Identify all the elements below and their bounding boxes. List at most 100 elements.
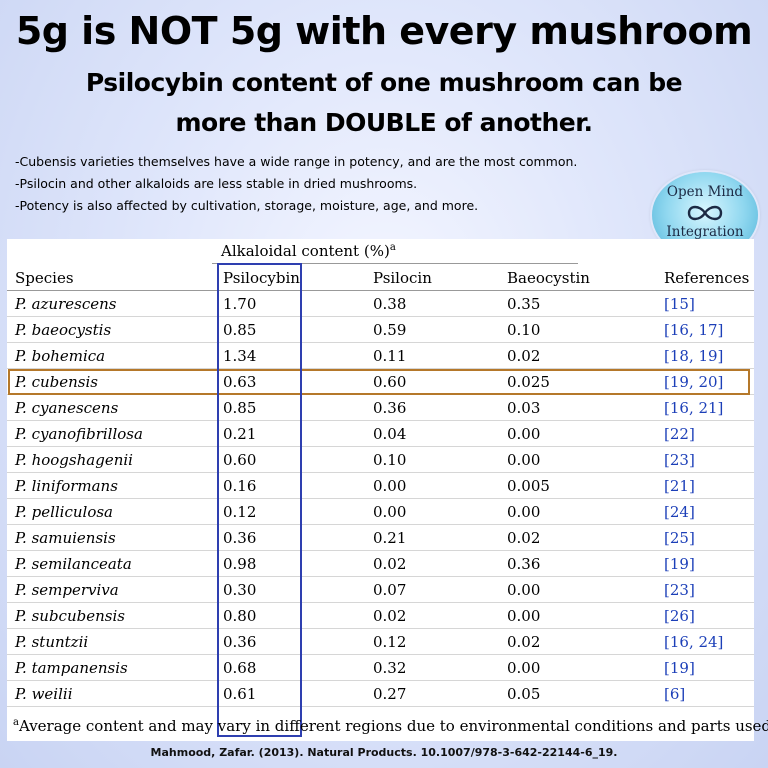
cell-psilocin: 0.02 [373, 555, 407, 573]
cell-psilocybin: 0.12 [223, 503, 257, 521]
cell-baeocystin: 0.00 [507, 451, 541, 469]
row-divider [7, 680, 754, 681]
highlight-column-psilocybin [217, 263, 302, 737]
note-potency-factors: -Potency is also affected by cultivation… [15, 198, 479, 213]
cell-psilocybin: 1.34 [223, 347, 257, 365]
cell-psilocybin: 0.21 [223, 425, 257, 443]
cell-baeocystin: 0.35 [507, 295, 541, 313]
cell-species: P. cyanofibrillosa [15, 425, 143, 443]
cell-references[interactable]: [21] [664, 477, 695, 495]
note-cubensis-varieties: -Cubensis varieties themselves have a wi… [15, 154, 578, 169]
cell-references[interactable]: [16, 17] [664, 321, 724, 339]
cell-references[interactable]: [23] [664, 451, 695, 469]
column-header-species: Species [15, 269, 74, 287]
cell-references[interactable]: [19] [664, 659, 695, 677]
cell-baeocystin: 0.36 [507, 555, 541, 573]
cell-species: P. tampanensis [15, 659, 128, 677]
cell-species: P. cubensis [15, 373, 98, 391]
cell-psilocin: 0.04 [373, 425, 407, 443]
row-divider [7, 654, 754, 655]
row-divider [7, 576, 754, 577]
cell-species: P. cyanescens [15, 399, 119, 417]
cell-psilocin: 0.60 [373, 373, 407, 391]
cell-baeocystin: 0.00 [507, 659, 541, 677]
cell-references[interactable]: [18, 19] [664, 347, 724, 365]
cell-species: P. semperviva [15, 581, 119, 599]
cell-psilocybin: 0.61 [223, 685, 257, 703]
cell-species: P. azurescens [15, 295, 117, 313]
cell-references[interactable]: [16, 21] [664, 399, 724, 417]
cell-psilocybin: 0.85 [223, 321, 257, 339]
cell-psilocin: 0.00 [373, 503, 407, 521]
cell-references[interactable]: [24] [664, 503, 695, 521]
cell-psilocin: 0.10 [373, 451, 407, 469]
cell-psilocin: 0.00 [373, 477, 407, 495]
cell-references[interactable]: [26] [664, 607, 695, 625]
row-divider [7, 628, 754, 629]
cell-psilocybin: 0.30 [223, 581, 257, 599]
logo-text-bottom: Integration [666, 224, 744, 240]
column-header-psilocybin: Psilocybin [223, 269, 300, 287]
infinity-icon [687, 205, 723, 221]
row-divider [7, 316, 754, 317]
row-divider [7, 368, 754, 369]
cell-references[interactable]: [22] [664, 425, 695, 443]
cell-psilocybin: 1.70 [223, 295, 257, 313]
cell-baeocystin: 0.02 [507, 347, 541, 365]
cell-psilocin: 0.11 [373, 347, 407, 365]
cell-references[interactable]: [19] [664, 555, 695, 573]
row-divider [7, 342, 754, 343]
cell-psilocin: 0.59 [373, 321, 407, 339]
cell-references[interactable]: [23] [664, 581, 695, 599]
cell-psilocin: 0.02 [373, 607, 407, 625]
row-divider [7, 524, 754, 525]
source-citation: Mahmood, Zafar. (2013). Natural Products… [150, 746, 618, 759]
cell-species: P. hoogshagenii [15, 451, 133, 469]
cell-references[interactable]: [6] [664, 685, 686, 703]
cell-species: P. baeocystis [15, 321, 112, 339]
cell-psilocybin: 0.80 [223, 607, 257, 625]
cell-baeocystin: 0.025 [507, 373, 550, 391]
cell-psilocybin: 0.98 [223, 555, 257, 573]
cell-baeocystin: 0.00 [507, 607, 541, 625]
cell-species: P. weilii [15, 685, 73, 703]
cell-baeocystin: 0.00 [507, 581, 541, 599]
cell-baeocystin: 0.05 [507, 685, 541, 703]
row-divider [7, 472, 754, 473]
alkaloid-table: Alkaloidal content (%)a Species Psilocyb… [7, 239, 768, 741]
row-divider [7, 602, 754, 603]
cell-psilocin: 0.32 [373, 659, 407, 677]
cell-psilocin: 0.21 [373, 529, 407, 547]
header-rule [7, 290, 754, 291]
cell-psilocin: 0.38 [373, 295, 407, 313]
cell-references[interactable]: [16, 24] [664, 633, 724, 651]
cell-psilocybin: 0.68 [223, 659, 257, 677]
cell-references[interactable]: [25] [664, 529, 695, 547]
cell-references[interactable]: [15] [664, 295, 695, 313]
column-header-references: References [664, 269, 750, 287]
cell-species: P. semilanceata [15, 555, 132, 573]
table-footnote: aAverage content and may vary in differe… [13, 717, 768, 735]
cell-baeocystin: 0.00 [507, 503, 541, 521]
cell-psilocin: 0.12 [373, 633, 407, 651]
cell-baeocystin: 0.10 [507, 321, 541, 339]
cell-references[interactable]: [19, 20] [664, 373, 724, 391]
cell-psilocin: 0.27 [373, 685, 407, 703]
cell-species: P. liniformans [15, 477, 118, 495]
group-header-rule [212, 263, 578, 264]
note-alkaloid-stability: -Psilocin and other alkaloids are less s… [15, 176, 418, 191]
group-header: Alkaloidal content (%)a [221, 242, 396, 260]
cell-psilocybin: 0.60 [223, 451, 257, 469]
cell-baeocystin: 0.005 [507, 477, 550, 495]
cell-psilocybin: 0.63 [223, 373, 257, 391]
cell-species: P. samuiensis [15, 529, 116, 547]
logo-text-top: Open Mind [666, 184, 744, 200]
row-divider [7, 498, 754, 499]
headline-subtitle-line2: more than DOUBLE of another. [175, 108, 593, 137]
headline-title: 5g is NOT 5g with every mushroom [15, 9, 753, 53]
cell-species: P. pelliculosa [15, 503, 113, 521]
cell-species: P. stuntzii [15, 633, 89, 651]
cell-baeocystin: 0.00 [507, 425, 541, 443]
cell-psilocybin: 0.16 [223, 477, 257, 495]
column-header-psilocin: Psilocin [373, 269, 432, 287]
